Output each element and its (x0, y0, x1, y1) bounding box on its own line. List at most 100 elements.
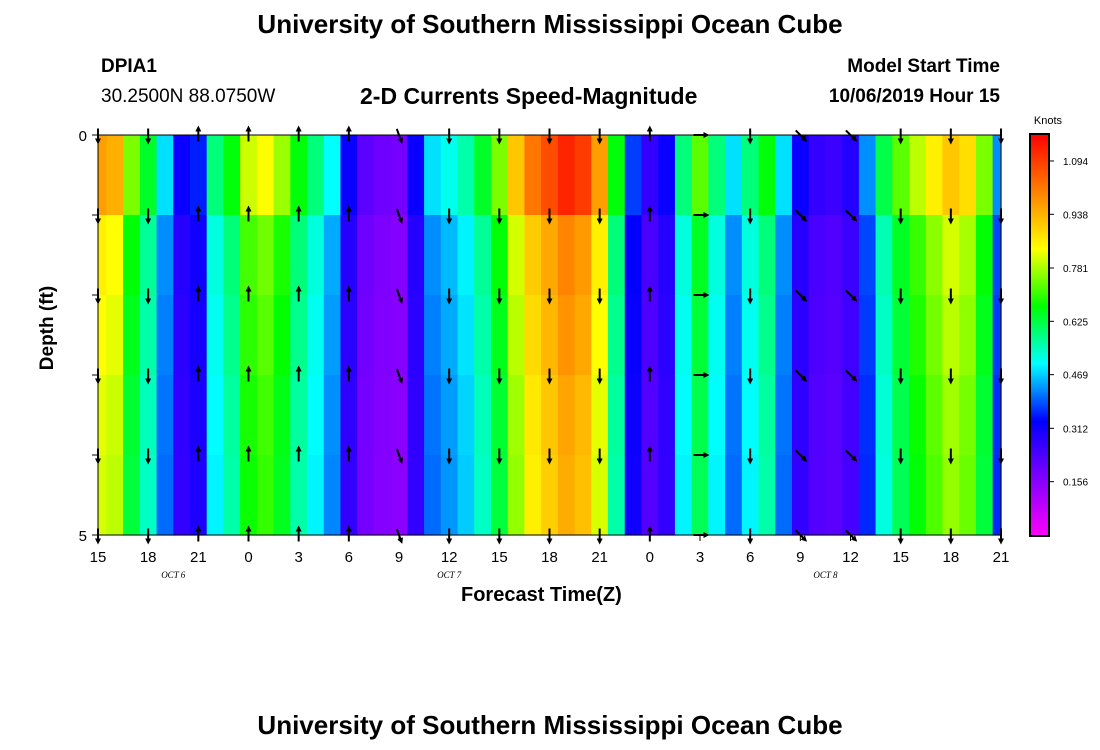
heatmap-cell (407, 375, 425, 456)
heatmap-cell (858, 215, 877, 296)
x-tick-label: 21 (993, 549, 1010, 566)
heatmap-cell (256, 295, 275, 376)
heatmap-cell (557, 455, 576, 536)
footer-title: University of Southern Mississippi Ocean… (257, 710, 843, 740)
heatmap-cell (273, 215, 291, 296)
heatmap-cell (909, 375, 927, 456)
heatmap-cell (909, 215, 927, 296)
heatmap-cell (842, 295, 860, 376)
heatmap-cell (98, 375, 107, 456)
heatmap-cell (390, 215, 408, 296)
heatmap-cell (139, 295, 158, 376)
heatmap-cell (791, 295, 810, 376)
heatmap-cell (507, 295, 526, 376)
heatmap-cell (959, 455, 977, 536)
colorbar-tick-label: 0.312 (1063, 424, 1088, 435)
heatmap-cell (608, 455, 626, 536)
heatmap-cell (858, 135, 877, 216)
heatmap-cell (106, 215, 124, 296)
heatmap-cell (909, 455, 927, 536)
current-arrow (795, 209, 808, 222)
heatmap-cell (156, 295, 174, 376)
heatmap-cell (273, 375, 291, 456)
heatmap-cell (457, 215, 475, 296)
heatmap-cell (875, 295, 893, 376)
heatmap-cell (858, 455, 877, 536)
heatmap-cell (340, 295, 358, 376)
heatmap-cell (808, 135, 827, 216)
colorbar (1029, 133, 1050, 537)
heatmap-cell (507, 215, 526, 296)
heatmap-cell (490, 215, 509, 296)
heatmap-cell (474, 295, 492, 376)
heatmap-cell (557, 375, 576, 456)
y-tick-label: 0 (79, 128, 87, 145)
heatmap-cell (507, 135, 526, 216)
heatmap-cell (340, 135, 358, 216)
heatmap-cell (340, 375, 358, 456)
heatmap-cell (691, 295, 709, 376)
heatmap-cell (758, 455, 776, 536)
heatmap-cell (440, 455, 459, 536)
heatmap-cell (942, 455, 960, 536)
heatmap-cell (608, 215, 626, 296)
heatmap-cell (407, 295, 425, 376)
x-tick-label: 15 (90, 549, 107, 566)
heatmap-cell (959, 135, 977, 216)
heatmap-cell (290, 135, 308, 216)
heatmap-cell (791, 135, 810, 216)
model-start-value: 10/06/2019 Hour 15 (828, 86, 1000, 107)
heatmap-cell (407, 455, 425, 536)
heatmap-cell (323, 455, 342, 536)
colorbar-tick-label: 0.938 (1063, 210, 1088, 221)
colorbar-tick-label: 0.156 (1063, 478, 1088, 489)
heatmap-cell (524, 375, 542, 456)
heatmap-cell (574, 455, 592, 536)
heatmap-cell (741, 375, 760, 456)
heatmap-cell (340, 215, 358, 296)
current-arrow (395, 448, 404, 464)
heatmap-cell (173, 455, 191, 536)
x-tick-label: 18 (140, 549, 157, 566)
heatmap-cell (256, 135, 275, 216)
heatmap-cell (256, 215, 275, 296)
current-arrow (795, 449, 808, 462)
heatmap-cell (223, 295, 241, 376)
heatmap-cell (173, 375, 191, 456)
heatmap-cell (323, 215, 342, 296)
heatmap-cell (641, 375, 659, 456)
heatmap-cell (674, 455, 693, 536)
heatmap-cell (507, 455, 526, 536)
heatmap-cell (256, 375, 275, 456)
y-tick-label: 5 (79, 528, 87, 545)
heatmap-cell (323, 375, 342, 456)
heatmap-cell (574, 215, 592, 296)
heatmap-cell (373, 295, 392, 376)
heatmap-cell (992, 215, 1002, 296)
heatmap-cell (541, 295, 559, 376)
heatmap-cell (424, 375, 442, 456)
heatmap-cell (875, 375, 893, 456)
heatmap-cell (942, 135, 960, 216)
heatmap-cell (173, 295, 191, 376)
heatmap-cell (658, 455, 676, 536)
current-arrow (795, 289, 808, 302)
heatmap-cell (189, 295, 208, 376)
heatmap-cell (658, 135, 676, 216)
heatmap-cell (925, 215, 944, 296)
heatmap-cell (591, 295, 609, 376)
y-axis-label: Depth (ft) (37, 285, 58, 371)
heatmap-cell (407, 135, 425, 216)
heatmap-cell (691, 215, 709, 296)
heatmap-cell (925, 295, 944, 376)
heatmap-cell (708, 135, 726, 216)
heatmap-cell (591, 215, 609, 296)
date-label: OCT 7 (437, 570, 462, 580)
current-arrow (845, 209, 858, 222)
colorbar-tick-label: 1.094 (1063, 157, 1088, 168)
heatmap-cell (875, 215, 893, 296)
heatmap-cell (541, 375, 559, 456)
heatmap-cell (223, 135, 241, 216)
heatmap-cell (624, 375, 643, 456)
